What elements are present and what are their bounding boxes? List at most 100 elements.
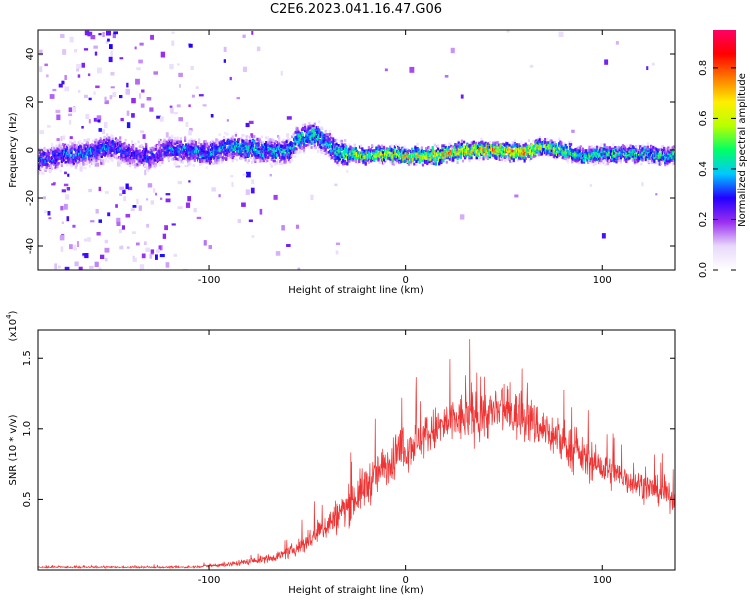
heatmap-cell [164,225,168,231]
heatmap-cell [249,156,253,160]
heatmap-cell [139,264,145,270]
heatmap-cell [126,122,131,129]
heatmap-cell [604,59,609,65]
heatmap-cell [468,159,471,163]
heatmap-cell [171,223,176,226]
heatmap-cell [524,157,527,160]
heatmap-cell [500,154,503,158]
heatmap-cell [267,156,270,159]
heatmap-cell [275,144,279,147]
heatmap-cell [272,139,275,143]
heatmap-cell [544,138,547,141]
heatmap-cell [240,157,243,160]
heatmap-cell [547,153,550,157]
heatmap-cell [45,148,48,152]
heatmap-cell [253,156,256,160]
heatmap-cell [119,141,122,145]
heatmap-cell [126,150,129,154]
heatmap-cell [160,144,163,147]
heatmap-cell [275,162,279,165]
heatmap-cell [111,137,114,140]
heatmap-cell [246,143,249,147]
heatmap-cell [200,143,203,146]
heatmap-cell [153,164,156,168]
heatmap-cell [251,161,254,164]
heatmap-cell [182,155,186,159]
heatmap-cell [300,131,303,135]
heatmap-cell [39,149,42,153]
heatmap-cell [193,155,196,158]
heatmap-cell [190,137,193,141]
heatmap-cell [208,154,211,158]
heatmap-cell [413,162,416,166]
heatmap-cell [132,144,135,148]
heatmap-cell [443,157,446,160]
heatmap-cell [193,152,196,156]
heatmap-cell [224,142,227,145]
heatmap-cell [93,148,96,152]
heatmap-cell [125,213,131,218]
heatmap-cell [460,94,464,99]
heatmap-cell [511,143,514,147]
heatmap-cell [94,140,97,144]
heatmap-cell [83,139,86,142]
heatmap-cell [113,143,116,146]
heatmap-cell [193,148,196,152]
heatmap-cell [405,157,408,161]
heatmap-cell [166,150,169,154]
heatmap-cell [392,162,395,166]
heatmap-cell [53,159,56,163]
heatmap-cell [232,150,235,154]
heatmap-cell [445,156,448,160]
heatmap-cell [317,126,320,129]
heatmap-cell [518,147,521,151]
heatmap-cell [172,142,175,145]
heatmap-cell [139,42,144,46]
heatmap-cell [589,183,593,187]
heatmap-cell [205,160,208,164]
heatmap-cell [80,159,83,162]
heatmap-cell [341,144,345,148]
heatmap-cell [110,156,113,159]
heatmap-cell [135,147,138,151]
heatmap-cell [646,66,649,70]
heatmap-cell [500,146,503,149]
heatmap-cell [73,144,76,147]
heatmap-cell [121,225,125,230]
heatmap-cell [39,66,43,73]
heatmap-cell [500,158,503,162]
heatmap-cell [547,141,550,144]
heatmap-cell [60,34,65,38]
heatmap-cell [465,154,468,158]
heatmap-cell [99,143,102,147]
heatmap-cell [87,73,91,77]
heatmap-cell [97,142,100,145]
heatmap-cell [229,155,232,159]
heatmap-cell [301,126,304,130]
heatmap-cell [446,148,449,152]
heatmap-cell [206,142,209,146]
heatmap-cell [529,64,534,68]
heatmap-cell [455,145,458,149]
heatmap-cell [40,167,43,170]
heatmap-cell [248,135,252,139]
heatmap-cell [60,246,64,252]
heatmap-cell [242,173,247,176]
heatmap-cell [165,193,171,196]
heatmap-cell [87,31,93,37]
heatmap-cell [45,163,48,167]
heatmap-cell [186,146,189,150]
heatmap-cell [193,139,196,143]
heatmap-cell [215,151,218,155]
heatmap-cell [533,148,536,152]
heatmap-cell [252,142,255,146]
heatmap-cell [131,113,135,118]
heatmap-cell [83,146,86,151]
heatmap-cell [193,207,197,213]
heatmap-cell [58,265,61,269]
heatmap-cell [307,146,310,149]
heatmap-cell [59,145,62,148]
heatmap-cell [95,209,99,214]
heatmap-cell [39,147,42,151]
heatmap-cell [48,217,52,220]
